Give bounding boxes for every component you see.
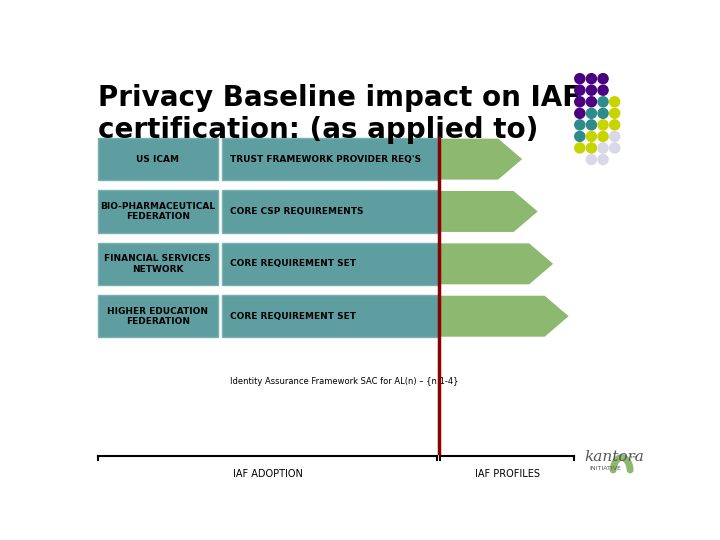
- Circle shape: [598, 131, 608, 141]
- FancyBboxPatch shape: [98, 295, 218, 338]
- Circle shape: [610, 109, 620, 118]
- Circle shape: [598, 143, 608, 153]
- Circle shape: [610, 120, 620, 130]
- Circle shape: [575, 85, 585, 95]
- Circle shape: [610, 143, 620, 153]
- Text: TRUST FRAMEWORK PROVIDER REQ'S: TRUST FRAMEWORK PROVIDER REQ'S: [230, 154, 420, 164]
- FancyBboxPatch shape: [98, 242, 218, 285]
- Circle shape: [586, 73, 596, 84]
- Text: IAF ADOPTION: IAF ADOPTION: [233, 469, 302, 479]
- Circle shape: [575, 120, 585, 130]
- Circle shape: [586, 97, 596, 107]
- Circle shape: [575, 73, 585, 84]
- Circle shape: [586, 143, 596, 153]
- Text: ™: ™: [629, 455, 637, 464]
- Text: kantora: kantora: [585, 450, 644, 464]
- FancyBboxPatch shape: [222, 242, 438, 285]
- Circle shape: [598, 97, 608, 107]
- FancyBboxPatch shape: [222, 138, 438, 180]
- Polygon shape: [441, 295, 570, 338]
- Circle shape: [598, 154, 608, 165]
- Circle shape: [586, 131, 596, 141]
- Polygon shape: [441, 138, 523, 180]
- Circle shape: [586, 109, 596, 118]
- Polygon shape: [441, 190, 539, 233]
- Text: INITIATIVE: INITIATIVE: [590, 467, 622, 471]
- Circle shape: [586, 120, 596, 130]
- Text: CORE REQUIREMENT SET: CORE REQUIREMENT SET: [230, 312, 356, 321]
- Circle shape: [598, 109, 608, 118]
- Text: Identity Assurance Framework SAC for AL(n) – {n:1-4}: Identity Assurance Framework SAC for AL(…: [230, 377, 458, 386]
- FancyBboxPatch shape: [222, 295, 438, 338]
- Polygon shape: [441, 242, 554, 285]
- Circle shape: [610, 97, 620, 107]
- Circle shape: [575, 109, 585, 118]
- Circle shape: [598, 85, 608, 95]
- Circle shape: [575, 131, 585, 141]
- Circle shape: [586, 154, 596, 165]
- Text: CORE CSP REQUIREMENTS: CORE CSP REQUIREMENTS: [230, 207, 363, 216]
- Text: US ICAM: US ICAM: [136, 154, 179, 164]
- Circle shape: [575, 143, 585, 153]
- Circle shape: [586, 85, 596, 95]
- FancyBboxPatch shape: [222, 190, 438, 233]
- Text: IAF PROFILES: IAF PROFILES: [474, 469, 540, 479]
- Text: HIGHER EDUCATION
FEDERATION: HIGHER EDUCATION FEDERATION: [107, 307, 208, 326]
- Circle shape: [575, 97, 585, 107]
- FancyBboxPatch shape: [98, 138, 218, 180]
- Text: CORE REQUIREMENT SET: CORE REQUIREMENT SET: [230, 259, 356, 268]
- Text: BIO-PHARMACEUTICAL
FEDERATION: BIO-PHARMACEUTICAL FEDERATION: [100, 202, 215, 221]
- Text: FINANCIAL SERVICES
NETWORK: FINANCIAL SERVICES NETWORK: [104, 254, 211, 274]
- Circle shape: [598, 120, 608, 130]
- Circle shape: [610, 131, 620, 141]
- FancyBboxPatch shape: [98, 190, 218, 233]
- Text: Privacy Baseline impact on IAF
certification: (as applied to): Privacy Baseline impact on IAF certifica…: [98, 84, 581, 144]
- Circle shape: [598, 73, 608, 84]
